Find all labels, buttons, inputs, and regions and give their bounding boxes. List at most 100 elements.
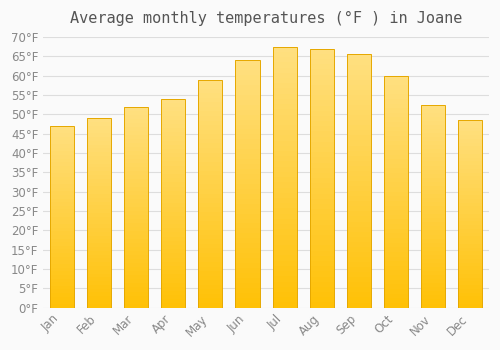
Bar: [272, 130, 296, 135]
Bar: [421, 243, 446, 247]
Bar: [87, 247, 111, 251]
Bar: [50, 217, 74, 220]
Bar: [272, 172, 296, 177]
Bar: [384, 94, 408, 99]
Bar: [161, 182, 186, 187]
Bar: [124, 264, 148, 267]
Bar: [384, 164, 408, 168]
Bar: [272, 109, 296, 114]
Bar: [272, 234, 296, 240]
Bar: [421, 283, 446, 287]
Bar: [161, 299, 186, 303]
Bar: [198, 98, 222, 102]
Bar: [310, 230, 334, 235]
Bar: [272, 224, 296, 229]
Bar: [272, 281, 296, 287]
Bar: [161, 278, 186, 282]
Bar: [421, 186, 446, 190]
Bar: [458, 270, 482, 274]
Bar: [421, 239, 446, 243]
Bar: [236, 184, 260, 189]
Bar: [384, 219, 408, 224]
Bar: [272, 156, 296, 161]
Bar: [458, 188, 482, 191]
Bar: [347, 247, 371, 252]
Bar: [236, 75, 260, 80]
Bar: [198, 107, 222, 111]
Bar: [384, 271, 408, 275]
Bar: [236, 293, 260, 298]
Bar: [236, 224, 260, 229]
Bar: [347, 211, 371, 216]
Bar: [310, 297, 334, 302]
Bar: [421, 198, 446, 202]
Bar: [347, 80, 371, 85]
Bar: [236, 194, 260, 199]
Bar: [161, 241, 186, 245]
Bar: [50, 228, 74, 231]
Bar: [161, 120, 186, 124]
Bar: [50, 275, 74, 279]
Bar: [310, 152, 334, 158]
Bar: [161, 262, 186, 266]
Bar: [272, 146, 296, 151]
Bar: [236, 268, 260, 273]
Bar: [50, 166, 74, 169]
Bar: [347, 130, 371, 135]
Bar: [458, 300, 482, 304]
Bar: [124, 107, 148, 111]
Bar: [384, 131, 408, 136]
Bar: [87, 190, 111, 194]
Bar: [198, 221, 222, 225]
Bar: [310, 49, 334, 308]
Bar: [50, 151, 74, 155]
Bar: [161, 141, 186, 145]
Bar: [236, 218, 260, 224]
Bar: [87, 187, 111, 190]
Bar: [161, 191, 186, 195]
Bar: [124, 159, 148, 163]
Bar: [384, 201, 408, 205]
Bar: [421, 247, 446, 251]
Bar: [272, 276, 296, 281]
Bar: [384, 275, 408, 280]
Bar: [87, 273, 111, 277]
Bar: [161, 245, 186, 249]
Bar: [124, 271, 148, 275]
Bar: [310, 147, 334, 152]
Bar: [124, 284, 148, 287]
Bar: [347, 176, 371, 181]
Bar: [347, 242, 371, 247]
Bar: [161, 216, 186, 220]
Bar: [310, 225, 334, 230]
Bar: [310, 158, 334, 162]
Bar: [310, 126, 334, 132]
Bar: [124, 119, 148, 122]
Bar: [236, 169, 260, 174]
Bar: [198, 162, 222, 166]
Bar: [124, 131, 148, 135]
Bar: [87, 254, 111, 258]
Bar: [421, 234, 446, 239]
Bar: [272, 120, 296, 125]
Bar: [384, 289, 408, 294]
Bar: [347, 125, 371, 130]
Bar: [50, 289, 74, 293]
Bar: [458, 225, 482, 229]
Title: Average monthly temperatures (°F ) in Joane: Average monthly temperatures (°F ) in Jo…: [70, 11, 462, 26]
Bar: [384, 252, 408, 257]
Bar: [458, 191, 482, 195]
Bar: [384, 145, 408, 150]
Bar: [384, 90, 408, 94]
Bar: [50, 191, 74, 195]
Bar: [421, 190, 446, 194]
Bar: [236, 95, 260, 100]
Bar: [198, 271, 222, 276]
Bar: [421, 255, 446, 259]
Bar: [124, 135, 148, 139]
Bar: [272, 287, 296, 292]
Bar: [87, 202, 111, 205]
Bar: [198, 130, 222, 134]
Bar: [347, 196, 371, 201]
Bar: [124, 183, 148, 187]
